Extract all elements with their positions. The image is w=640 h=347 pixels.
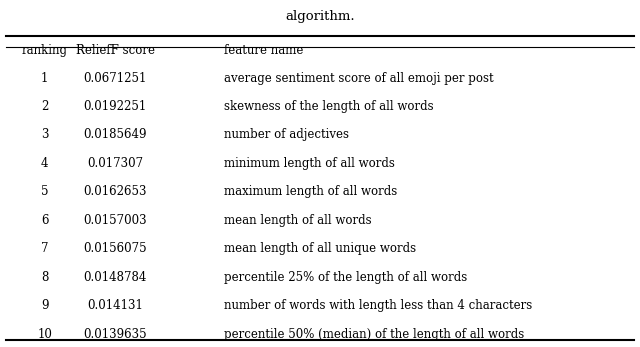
Text: 0.0139635: 0.0139635: [83, 328, 147, 341]
Text: 8: 8: [41, 271, 49, 284]
Text: 0.0185649: 0.0185649: [83, 128, 147, 142]
Text: 0.0162653: 0.0162653: [83, 185, 147, 198]
Text: 0.0148784: 0.0148784: [83, 271, 147, 284]
Text: 0.0671251: 0.0671251: [83, 71, 147, 85]
Text: 6: 6: [41, 214, 49, 227]
Text: number of adjectives: number of adjectives: [224, 128, 349, 142]
Text: mean length of all unique words: mean length of all unique words: [224, 242, 416, 255]
Text: 1: 1: [41, 71, 49, 85]
Text: mean length of all words: mean length of all words: [224, 214, 372, 227]
Text: feature name: feature name: [224, 44, 303, 57]
Text: 0.017307: 0.017307: [87, 157, 143, 170]
Text: 2: 2: [41, 100, 49, 113]
Text: percentile 50% (median) of the length of all words: percentile 50% (median) of the length of…: [224, 328, 524, 341]
Text: 4: 4: [41, 157, 49, 170]
Text: 3: 3: [41, 128, 49, 142]
Text: 0.014131: 0.014131: [87, 299, 143, 312]
Text: 7: 7: [41, 242, 49, 255]
Text: ranking: ranking: [22, 44, 68, 57]
Text: skewness of the length of all words: skewness of the length of all words: [224, 100, 434, 113]
Text: 0.0156075: 0.0156075: [83, 242, 147, 255]
Text: 0.0192251: 0.0192251: [84, 100, 147, 113]
Text: 10: 10: [37, 328, 52, 341]
Text: percentile 25% of the length of all words: percentile 25% of the length of all word…: [224, 271, 467, 284]
Text: average sentiment score of all emoji per post: average sentiment score of all emoji per…: [224, 71, 493, 85]
Text: 0.0157003: 0.0157003: [83, 214, 147, 227]
Text: ReliefF score: ReliefF score: [76, 44, 155, 57]
Text: maximum length of all words: maximum length of all words: [224, 185, 397, 198]
Text: 9: 9: [41, 299, 49, 312]
Text: minimum length of all words: minimum length of all words: [224, 157, 395, 170]
Text: 5: 5: [41, 185, 49, 198]
Text: number of words with length less than 4 characters: number of words with length less than 4 …: [224, 299, 532, 312]
Text: algorithm.: algorithm.: [285, 10, 355, 23]
